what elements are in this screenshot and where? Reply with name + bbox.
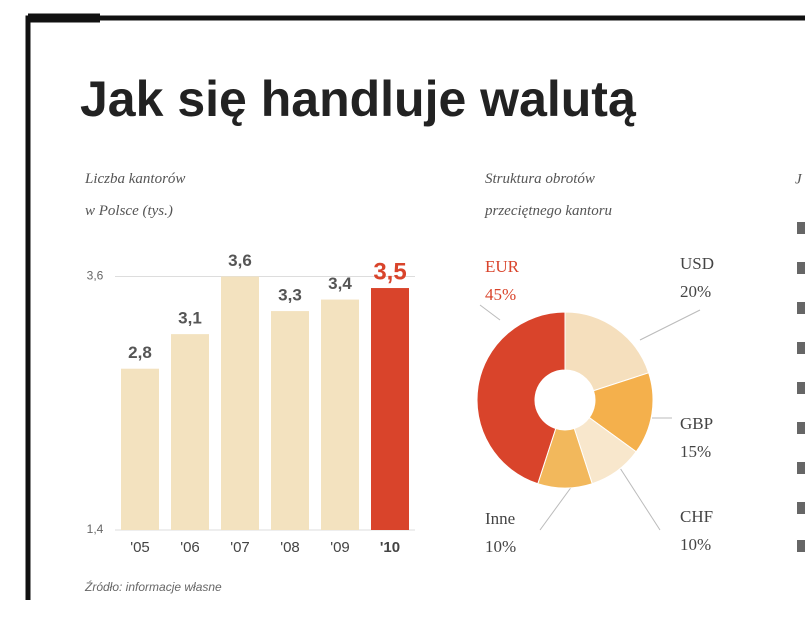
slice-value-label: 45%	[485, 285, 516, 304]
x-tick-label: '10	[380, 539, 400, 556]
chart-subtitle: Struktura obrotów przeciętnego kantoru	[484, 171, 612, 219]
slice-label: EUR	[485, 257, 520, 276]
third-panel-heading: J	[795, 171, 803, 187]
bar	[321, 299, 359, 530]
footnote: Źródło: informacje własne	[84, 579, 222, 594]
slice-label: USD	[680, 254, 714, 273]
x-tick-label: '09	[330, 539, 350, 556]
y-tick-label: 1,4	[87, 522, 104, 536]
bar	[121, 368, 159, 530]
value-label: 3,1	[178, 309, 202, 328]
bar	[171, 334, 209, 530]
slice-label: GBP	[680, 414, 713, 433]
slice-value-label: 15%	[680, 442, 711, 461]
value-label: 2,8	[128, 343, 152, 362]
bar	[271, 311, 309, 530]
leader-lines	[479, 304, 701, 531]
value-label: 3,3	[278, 286, 302, 305]
value-label: 3,6	[228, 251, 252, 270]
slice-value-label: 10%	[680, 535, 711, 554]
slice-label: Inne	[485, 509, 515, 528]
x-tick-label: '08	[280, 539, 300, 556]
bar	[371, 288, 409, 530]
y-tick-label: 3,6	[87, 269, 104, 283]
x-tick-label: '07	[230, 539, 250, 556]
chart-subtitle: Liczba kantorów w Polsce (tys.)	[84, 171, 185, 219]
x-tick-label: '05	[130, 539, 150, 556]
donut-slice	[564, 311, 650, 392]
value-label: 3,5	[373, 258, 406, 285]
page-title: Jak się handluje walutą	[80, 71, 637, 127]
slice-label: CHF	[680, 507, 713, 526]
bar	[221, 276, 259, 530]
x-tick-label: '06	[180, 539, 200, 556]
slice-value-label: 20%	[680, 282, 711, 301]
value-label: 3,4	[328, 274, 352, 293]
slice-value-label: 10%	[485, 537, 516, 556]
donut-slice	[476, 311, 566, 485]
third-panel-rows	[797, 222, 805, 552]
